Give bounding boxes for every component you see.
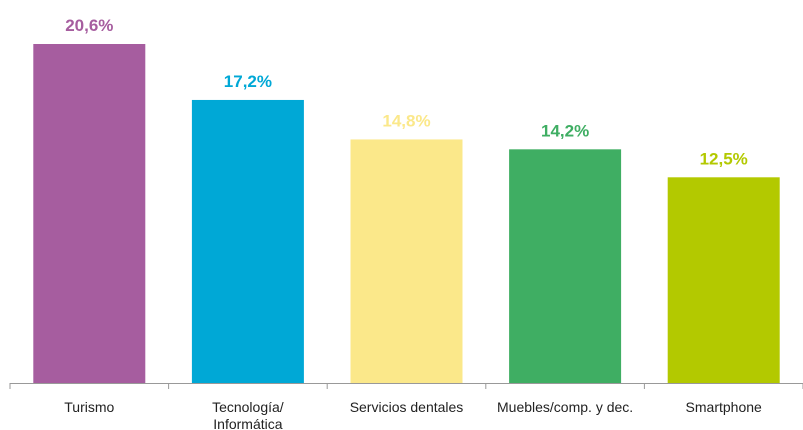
bar	[33, 44, 146, 383]
bar	[350, 139, 463, 383]
x-tick-label: Turismo	[64, 399, 115, 415]
bar	[509, 149, 622, 383]
x-tick-label: Smartphone	[685, 399, 762, 415]
x-tick-label: Servicios dentales	[349, 399, 464, 415]
value-label: 14,2%	[541, 121, 589, 140]
bar	[667, 177, 780, 383]
value-label: 12,5%	[700, 149, 748, 168]
bar	[191, 99, 304, 384]
x-tick-label: Tecnología/ Informática	[212, 399, 284, 430]
value-label: 17,2%	[224, 72, 272, 91]
value-label: 14,8%	[382, 111, 430, 130]
x-tick-label: Muebles/comp. y dec.	[497, 399, 634, 415]
value-label: 20,6%	[65, 16, 113, 35]
